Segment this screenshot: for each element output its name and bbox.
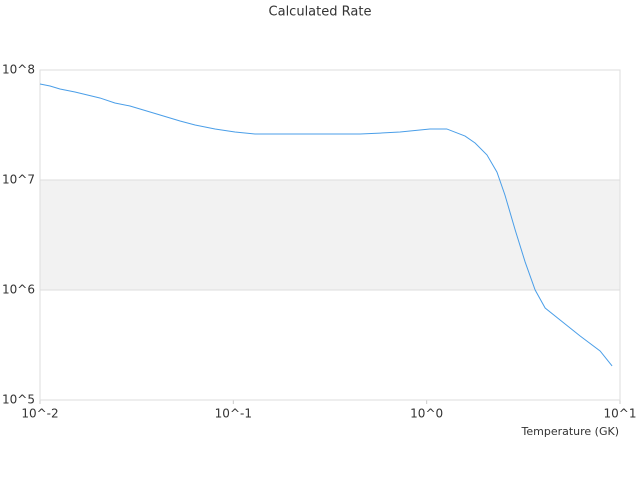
x-tick-label: 10^-1 <box>215 407 252 421</box>
grid-band <box>40 180 620 290</box>
x-tick-label: 10^-2 <box>21 407 58 421</box>
x-tick-label: 10^0 <box>410 407 443 421</box>
chart-title: Calculated Rate <box>269 5 372 20</box>
y-tick-label: 10^6 <box>2 283 35 297</box>
x-tick-label: 10^1 <box>604 407 637 421</box>
plot-frame <box>39 69 621 401</box>
y-tick-label: 10^8 <box>2 63 35 77</box>
data-line <box>39 83 613 367</box>
x-axis-label: Temperature (GK) <box>521 425 620 438</box>
y-tick-label: 10^7 <box>2 173 35 187</box>
y-tick-label: 10^5 <box>2 393 35 407</box>
